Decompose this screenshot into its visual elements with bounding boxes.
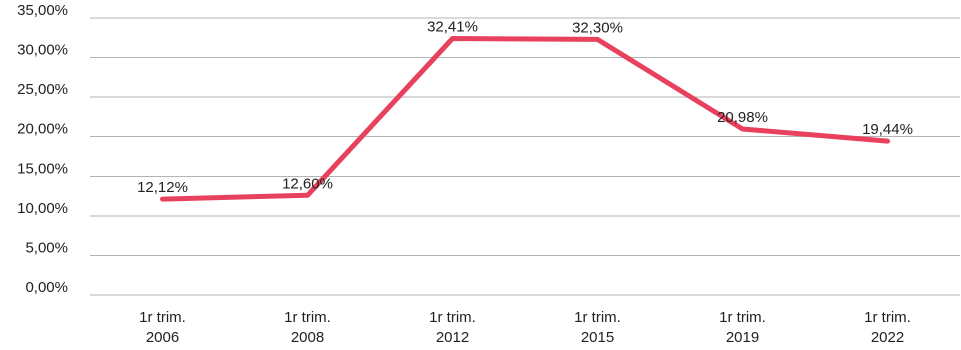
data-label: 32,41% <box>427 18 478 35</box>
y-tick-label: 0,00% <box>25 279 68 296</box>
series-line-0 <box>160 35 890 202</box>
x-tick-label-line: 2019 <box>726 329 759 346</box>
data-label: 19,44% <box>862 121 913 138</box>
data-labels: 12,12% 12,60% 32,41% 32,30% 20,98% 19,44% <box>137 18 913 196</box>
y-tick-label: 15,00% <box>17 160 68 177</box>
x-tick-label-line: 2012 <box>436 329 469 346</box>
x-tick-label-line: 2015 <box>581 329 614 346</box>
data-label: 12,12% <box>137 179 188 196</box>
x-tick-label: 1r trim. 2015 <box>574 309 621 346</box>
x-tick-label-line: 1r trim. <box>429 309 476 326</box>
x-tick-label-line: 2022 <box>871 329 904 346</box>
data-label: 20,98% <box>717 109 768 126</box>
x-tick-label: 1r trim. 2019 <box>719 309 766 346</box>
y-tick-label: 5,00% <box>25 239 68 256</box>
y-tick-label: 10,00% <box>17 200 68 217</box>
x-tick-label: 1r trim. 2012 <box>429 309 476 346</box>
y-tick-label: 35,00% <box>17 2 68 19</box>
x-tick-label-line: 2008 <box>291 329 324 346</box>
gridlines <box>90 17 960 296</box>
x-tick-label: 1r trim. 2008 <box>284 309 331 346</box>
data-label: 32,30% <box>572 19 623 36</box>
x-tick-label-line: 1r trim. <box>719 309 766 326</box>
x-tick-label-line: 1r trim. <box>864 309 911 326</box>
data-label: 12,60% <box>282 175 333 192</box>
y-axis-tick-labels: 0,00% 5,00% 10,00% 15,00% 20,00% 25,00% 30,00%… <box>17 2 68 296</box>
x-tick-label: 1r trim. 2006 <box>139 309 186 346</box>
x-tick-label-line: 2006 <box>146 329 179 346</box>
y-tick-label: 25,00% <box>17 81 68 98</box>
x-tick-label-line: 1r trim. <box>574 309 621 326</box>
x-tick-label-line: 1r trim. <box>284 309 331 326</box>
x-tick-label-line: 1r trim. <box>139 309 186 326</box>
y-tick-label: 30,00% <box>17 42 68 59</box>
series-layer <box>160 35 890 202</box>
y-tick-label: 20,00% <box>17 121 68 138</box>
x-tick-label: 1r trim. 2022 <box>864 309 911 346</box>
